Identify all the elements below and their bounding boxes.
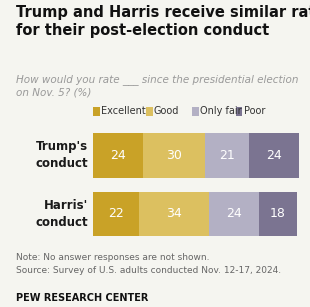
Text: 30: 30 [166, 149, 182, 162]
Bar [93, 192, 139, 236]
Bar [205, 133, 249, 178]
Bar [93, 133, 143, 178]
Text: Good: Good [154, 106, 179, 116]
Text: 24: 24 [110, 149, 126, 162]
Text: 24: 24 [226, 207, 242, 220]
Text: Excellent: Excellent [101, 106, 146, 116]
Text: 24: 24 [266, 149, 281, 162]
Text: 34: 34 [166, 207, 182, 220]
Text: How would you rate ___ since the presidential election
on Nov. 5? (%): How would you rate ___ since the preside… [16, 74, 298, 97]
Text: Note: No answer responses are not shown.: Note: No answer responses are not shown. [16, 253, 209, 262]
Bar [259, 192, 297, 236]
Bar [143, 133, 205, 178]
Text: PEW RESEARCH CENTER: PEW RESEARCH CENTER [16, 293, 148, 303]
Text: Poor: Poor [244, 106, 265, 116]
Text: Trump's
conduct: Trump's conduct [36, 141, 88, 170]
Bar [249, 133, 299, 178]
Text: 18: 18 [270, 207, 286, 220]
Text: Only fair: Only fair [200, 106, 242, 116]
Bar [209, 192, 259, 236]
Text: Harris'
conduct: Harris' conduct [36, 199, 88, 229]
Text: 22: 22 [108, 207, 124, 220]
Text: Trump and Harris receive similar ratings
for their post-election conduct: Trump and Harris receive similar ratings… [16, 5, 310, 37]
Bar [139, 192, 209, 236]
Text: Source: Survey of U.S. adults conducted Nov. 12-17, 2024.: Source: Survey of U.S. adults conducted … [16, 266, 281, 274]
Text: 21: 21 [219, 149, 235, 162]
